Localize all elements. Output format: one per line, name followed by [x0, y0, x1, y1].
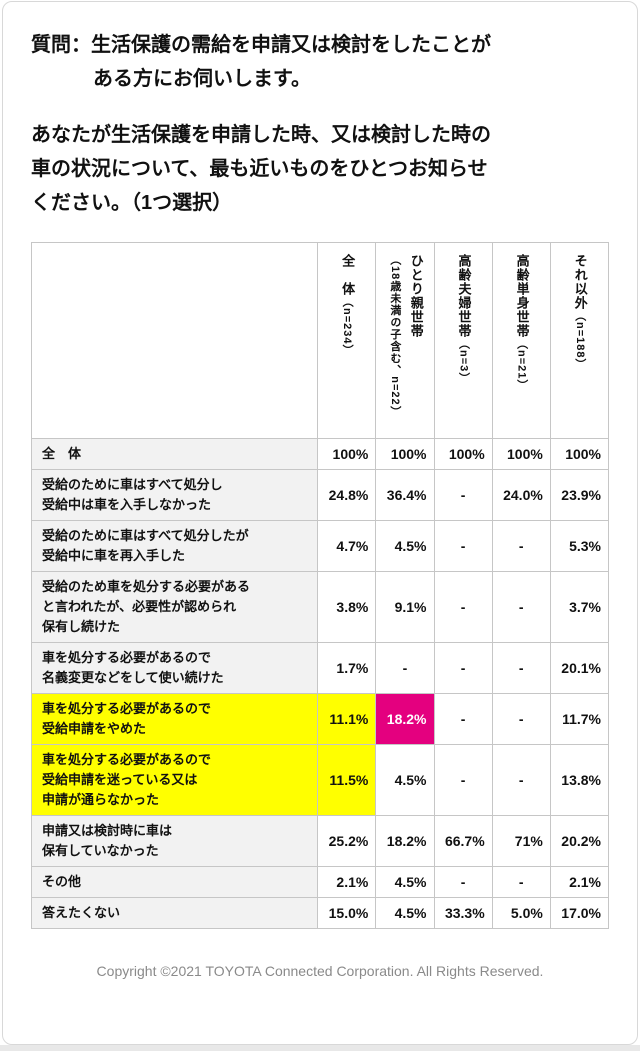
column-header-sub: （n=21） [515, 338, 528, 392]
column-header-main: 高齢夫婦世帯 [456, 254, 472, 338]
value-cell: 2.1% [317, 866, 377, 898]
row-label: 受給のため車を処分する必要がある と言われたが、必要性が認められ 保有し続けた [30, 571, 319, 643]
value-cell: - [491, 693, 551, 745]
value-cell: 24.0% [491, 469, 551, 521]
row-label: 車を処分する必要があるので 受給申請をやめた [30, 693, 319, 745]
row-label: 全 体 [30, 438, 319, 470]
table-row-7: 申請又は検討時に車は 保有していなかった 25.2% 18.2% 66.7% 71% 20… [30, 815, 610, 867]
value-cell: 100% [375, 438, 435, 470]
page-background-strip [0, 1045, 640, 1051]
value-cell: 23.9% [549, 469, 610, 521]
value-cell: - [433, 571, 493, 643]
value-cell: 18.2% [375, 693, 435, 745]
column-header-main: 全 体 [340, 254, 356, 296]
table-header-row: 全 体（n=234） ひとり親世帯 （18歳未満の子含む、n=22） 高齢夫婦世帯（… [30, 242, 610, 439]
value-cell: 11.7% [549, 693, 610, 745]
table-row-6: 車を処分する必要があるので 受給申請を迷っている又は 申請が通らなかった 11.5… [30, 744, 610, 816]
column-header-4: それ以外（n=188） [549, 242, 610, 439]
value-cell: 3.7% [549, 571, 610, 643]
table-row-5: 車を処分する必要があるので 受給申請をやめた 11.1% 18.2% - -11.7% [30, 693, 610, 745]
value-cell: 100% [317, 438, 377, 470]
column-header-0: 全 体（n=234） [317, 242, 377, 439]
row-label: 受給のために車はすべて処分したが 受給中に車を再入手した [30, 520, 319, 572]
value-cell: 3.8% [317, 571, 377, 643]
table-row-1: 受給のために車はすべて処分し 受給中は車を入手しなかった 24.8% 36.4% -2… [30, 469, 610, 521]
column-header-sub: （18歳未満の子含む、n=22） [388, 254, 401, 418]
table-row-4: 車を処分する必要があるので 名義変更などをして使い続けた 1.7% - - -20.1% [30, 642, 610, 694]
column-header-sub: （n=3） [457, 338, 470, 385]
copyright-text: Copyright ©2021 TOYOTA Connected Corpora… [96, 963, 544, 979]
question-body: あなたが生活保護を申請した時、又は検討した時の 車の状況について、最も近いものを… [31, 118, 609, 220]
table-row-3: 受給のため車を処分する必要がある と言われたが、必要性が認められ 保有し続けた 3… [30, 571, 610, 643]
question-title-line1: 質問：生活保護の需給を申請又は検討をしたことが [31, 34, 491, 56]
value-cell: - [433, 520, 493, 572]
value-cell: 17.0% [549, 897, 610, 929]
column-header-sub: （n=188） [573, 310, 586, 371]
value-cell: 33.3% [433, 897, 493, 929]
value-cell: - [433, 866, 493, 898]
value-cell: - [491, 520, 551, 572]
column-header-main: 高齢単身世帯 [514, 254, 530, 338]
value-cell: 25.2% [317, 815, 377, 867]
row-label: 受給のために車はすべて処分し 受給中は車を入手しなかった [30, 469, 319, 521]
value-cell: 24.8% [317, 469, 377, 521]
question-body-line1: あなたが生活保護を申請した時、又は検討した時の [31, 124, 491, 146]
value-cell: - [375, 642, 435, 694]
value-cell: 5.0% [491, 897, 551, 929]
value-cell: 100% [549, 438, 610, 470]
value-cell: 1.7% [317, 642, 377, 694]
question-body-line2: 車の状況について、最も近いものをひとつお知らせ [31, 158, 488, 180]
value-cell: - [491, 744, 551, 816]
value-cell: 100% [491, 438, 551, 470]
value-cell: 4.7% [317, 520, 377, 572]
column-header-main: ひとり親世帯 [408, 254, 424, 338]
value-cell: - [433, 693, 493, 745]
value-cell: 9.1% [375, 571, 435, 643]
value-cell: 66.7% [433, 815, 493, 867]
column-header-main: それ以外 [572, 254, 588, 310]
value-cell: 5.3% [549, 520, 610, 572]
value-cell: 11.5% [317, 744, 377, 816]
table-row-2: 受給のために車はすべて処分したが 受給中に車を再入手した 4.7% 4.5% - -5.… [30, 520, 610, 572]
value-cell: 20.2% [549, 815, 610, 867]
table-row-9: 答えたくない 15.0% 4.5% 33.3% 5.0% 17.0% [30, 897, 610, 929]
column-header-1: ひとり親世帯 （18歳未満の子含む、n=22） [375, 242, 435, 439]
row-label: 申請又は検討時に車は 保有していなかった [30, 815, 319, 867]
value-cell: 11.1% [317, 693, 377, 745]
table-row-0: 全 体 100% 100% 100% 100% 100% [30, 438, 610, 470]
question-title-line2: ある方にお伺いします。 [93, 68, 311, 90]
value-cell: 4.5% [375, 744, 435, 816]
value-cell: 20.1% [549, 642, 610, 694]
row-label: 答えたくない [30, 897, 319, 929]
value-cell: 100% [433, 438, 493, 470]
question-block: 質問：生活保護の需給を申請又は検討をしたことが ある方にお伺いします。 あなたが… [31, 28, 609, 220]
value-cell: - [433, 469, 493, 521]
question-body-line3: ください。（1つ選択） [31, 192, 233, 214]
value-cell: 36.4% [375, 469, 435, 521]
value-cell: 13.8% [549, 744, 610, 816]
value-cell: - [433, 642, 493, 694]
value-cell: 4.5% [375, 866, 435, 898]
value-cell: 2.1% [549, 866, 610, 898]
value-cell: 18.2% [375, 815, 435, 867]
column-header-2: 高齢夫婦世帯（n=3） [433, 242, 493, 439]
value-cell: 4.5% [375, 897, 435, 929]
value-cell: 15.0% [317, 897, 377, 929]
value-cell: - [491, 571, 551, 643]
corner-cell [30, 242, 319, 439]
row-label: その他 [30, 866, 319, 898]
value-cell: 4.5% [375, 520, 435, 572]
column-header-3: 高齢単身世帯（n=21） [491, 242, 551, 439]
survey-results-table: 全 体（n=234） ひとり親世帯 （18歳未満の子含む、n=22） 高齢夫婦世帯（… [30, 242, 610, 929]
value-cell: - [491, 642, 551, 694]
table-row-8: その他 2.1% 4.5% - -2.1% [30, 866, 610, 898]
row-label: 車を処分する必要があるので 名義変更などをして使い続けた [30, 642, 319, 694]
row-label: 車を処分する必要があるので 受給申請を迷っている又は 申請が通らなかった [30, 744, 319, 816]
value-cell: 71% [491, 815, 551, 867]
column-header-sub: （n=234） [341, 296, 354, 357]
value-cell: - [491, 866, 551, 898]
value-cell: - [433, 744, 493, 816]
